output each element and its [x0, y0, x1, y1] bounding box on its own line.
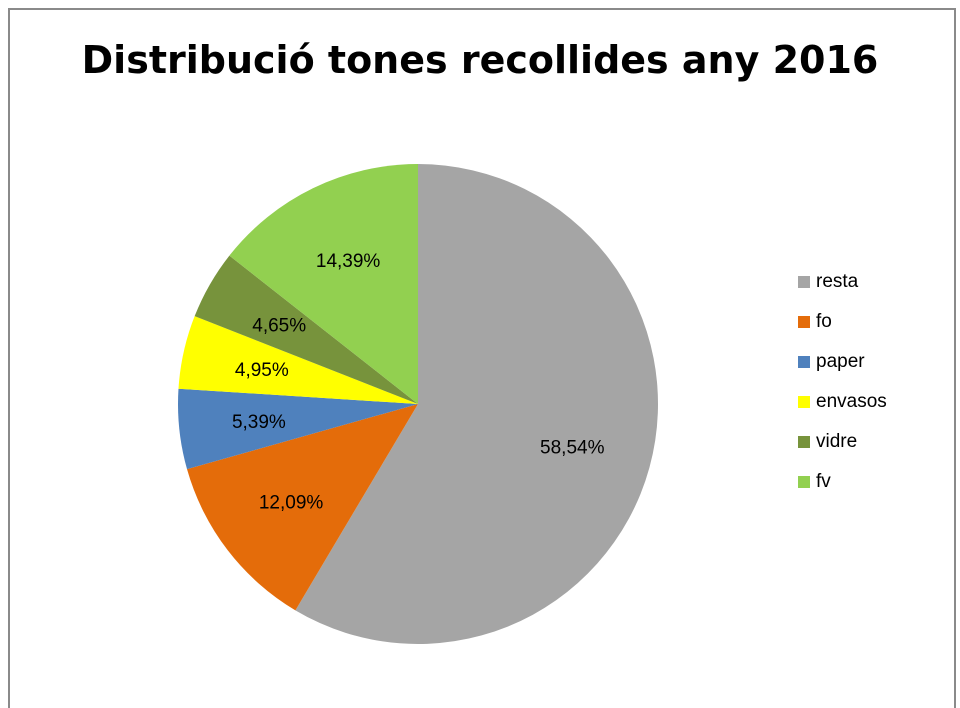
data-label-resta: 58,54%: [540, 437, 605, 458]
legend-label: envasos: [816, 391, 887, 412]
chart-legend: resta fo paper envasos vidre fv: [798, 262, 887, 502]
pie-slice-resta: [295, 164, 658, 644]
legend-swatch: [798, 476, 810, 488]
legend-label: fv: [816, 471, 831, 492]
data-label-envasos: 4,95%: [235, 360, 289, 381]
data-label-paper: 5,39%: [232, 412, 286, 433]
legend-item-fv: fv: [798, 462, 887, 502]
data-label-fo: 12,09%: [259, 492, 324, 513]
legend-swatch: [798, 316, 810, 328]
legend-item-envasos: envasos: [798, 382, 887, 422]
legend-swatch: [798, 276, 810, 288]
legend-swatch: [798, 396, 810, 408]
legend-label: paper: [816, 351, 865, 372]
pie-slice-paper: [178, 388, 418, 470]
data-label-fv: 14,39%: [316, 251, 381, 272]
data-label-vidre: 4,65%: [252, 315, 306, 336]
legend-item-resta: resta: [798, 262, 887, 302]
pie-slice-vidre: [194, 255, 418, 404]
chart-title: Distribució tones recollides any 2016: [81, 38, 879, 82]
legend-swatch: [798, 436, 810, 448]
pie-slice-fv: [229, 164, 418, 404]
legend-label: resta: [816, 271, 859, 292]
legend-item-vidre: vidre: [798, 422, 887, 462]
pie-slice-envasos: [178, 316, 418, 404]
legend-label: vidre: [816, 431, 858, 452]
legend-label: fo: [816, 311, 832, 332]
legend-item-fo: fo: [798, 302, 887, 342]
pie-slice-fo: [187, 404, 418, 611]
legend-item-paper: paper: [798, 342, 887, 382]
legend-swatch: [798, 356, 810, 368]
